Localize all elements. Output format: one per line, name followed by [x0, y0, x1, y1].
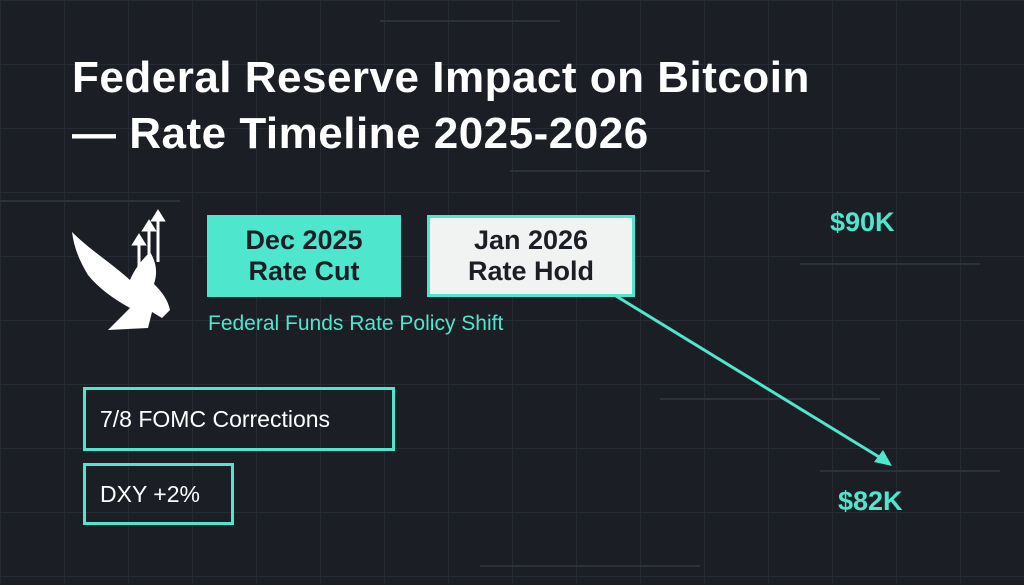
trend-arrow-icon — [615, 294, 892, 466]
event-card-jan-2026: Jan 2026 Rate Hold — [427, 215, 635, 297]
decor-line — [0, 200, 180, 202]
eagle-icon — [72, 232, 170, 330]
stat-dxy: DXY +2% — [83, 463, 234, 525]
decor-line — [660, 398, 880, 400]
event-card-dec-2025: Dec 2025 Rate Cut — [207, 215, 401, 297]
decor-line — [510, 170, 710, 172]
decor-line — [380, 20, 560, 22]
stat-fomc-corrections: 7/8 FOMC Corrections — [83, 387, 395, 451]
page-title: Federal Reserve Impact on Bitcoin — Rate… — [72, 50, 810, 162]
title-line-2: — Rate Timeline 2025-2026 — [72, 109, 649, 158]
title-line-1: Federal Reserve Impact on Bitcoin — [72, 53, 810, 102]
event-date: Jan 2026 — [473, 225, 589, 255]
event-label: Rate Hold — [467, 256, 594, 286]
up-arrows-icon — [131, 209, 166, 268]
price-low: $82K — [838, 486, 903, 516]
subtitle: Federal Funds Rate Policy Shift — [208, 312, 504, 335]
decor-line — [820, 470, 1000, 472]
event-label: Rate Cut — [248, 256, 360, 286]
event-date: Dec 2025 — [245, 225, 363, 255]
decor-line — [480, 565, 700, 567]
decor-line — [800, 263, 980, 265]
price-high: $90K — [830, 207, 895, 237]
